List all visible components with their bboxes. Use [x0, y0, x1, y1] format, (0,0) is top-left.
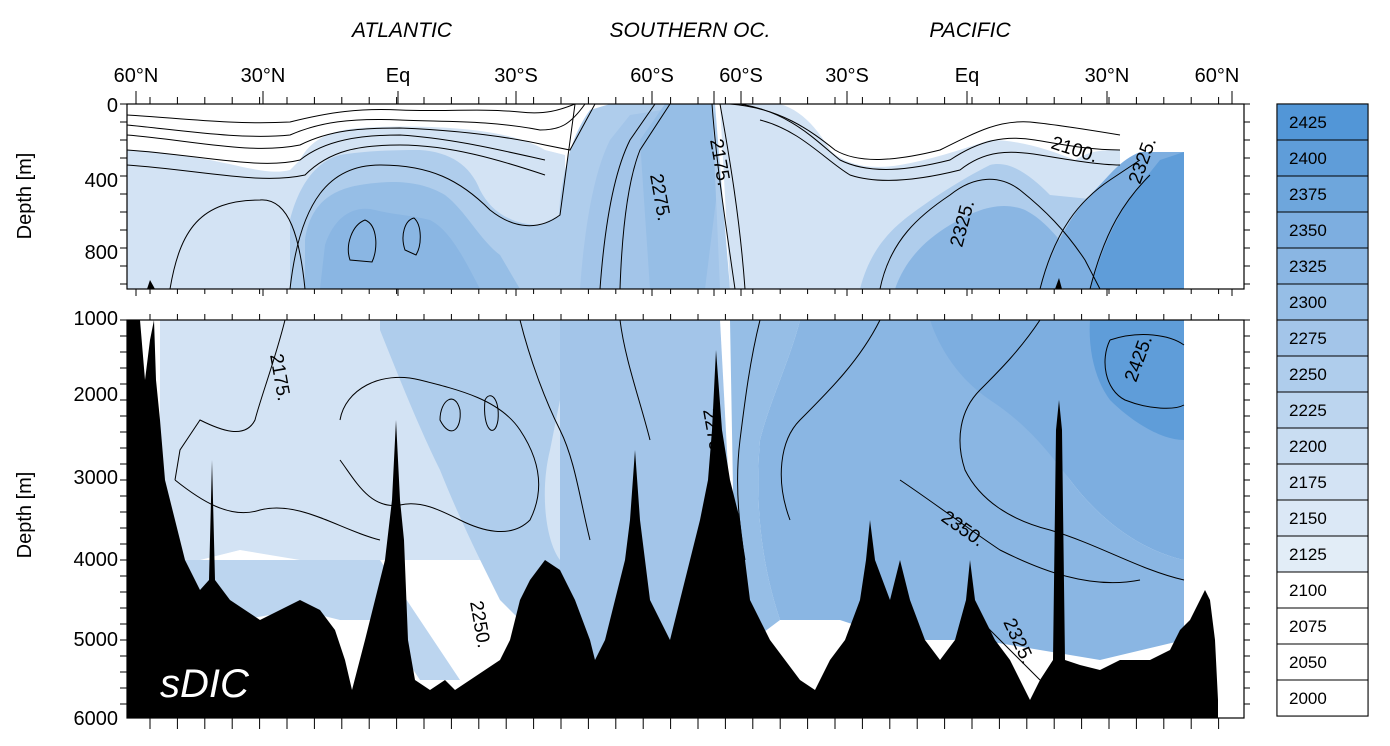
colorbar-swatch-2100: [1276, 571, 1369, 609]
basin-label-southern-ocean: SOUTHERN OC.: [609, 19, 770, 42]
colorbar-label-2000: 2000: [1289, 689, 1327, 708]
colorbar-label-2175: 2175: [1289, 473, 1327, 492]
colorbar-swatch-2275: [1276, 319, 1369, 357]
seafloor: [127, 320, 1218, 718]
y-axis-label-lower: Depth [m]: [14, 472, 36, 559]
y-tick-label: 4000: [74, 549, 119, 571]
basin-label-pacific: PACIFIC: [929, 19, 1011, 42]
y-tick-label: 1000: [74, 308, 119, 330]
colorbar-label-2250: 2250: [1289, 365, 1327, 384]
colorbar-label-2400: 2400: [1289, 149, 1327, 168]
x-tick-label: 60°S: [630, 65, 674, 87]
colorbar-swatch-2350: [1276, 211, 1369, 249]
colorbar-label-2075: 2075: [1289, 617, 1327, 636]
y-tick-label: 2000: [74, 384, 119, 406]
basin-label-atlantic: ATLANTIC: [350, 19, 453, 42]
colorbar-swatch-2175: [1276, 463, 1369, 501]
colorbar-label-2325: 2325: [1289, 257, 1327, 276]
upper-contours: [127, 104, 1151, 289]
colorbar-swatch-2325: [1276, 247, 1369, 285]
colorbar-label-2275: 2275: [1289, 329, 1327, 348]
x-tick-label: 60°S: [719, 65, 763, 87]
colorbar-swatch-2150: [1276, 499, 1369, 537]
x-tick-label: Eq: [955, 65, 979, 87]
colorbar-swatch-2125: [1276, 535, 1369, 573]
colorbar-swatch-2300: [1276, 283, 1369, 321]
field-low-2250: [380, 320, 560, 620]
x-tick-label: 60°N: [1195, 65, 1240, 87]
colorbar-swatch-2400: [1276, 139, 1369, 177]
lower-depth-panel: [127, 320, 1244, 718]
colorbar-label-2375: 2375: [1289, 185, 1327, 204]
colorbar-swatch-2200: [1276, 427, 1369, 465]
x-tick-label: 30°S: [494, 65, 538, 87]
colorbar-label-2125: 2125: [1289, 545, 1327, 564]
field-low-2300: [730, 320, 800, 650]
field-pac-2325: [895, 205, 1090, 289]
field-low-2400: [1089, 320, 1184, 440]
field-atl-2325: [320, 208, 480, 289]
field-pac-2400: [1090, 152, 1184, 289]
x-tick-label: Eq: [386, 65, 410, 87]
y-tick-label: 6000: [74, 708, 119, 730]
colorbar-label-2425: 2425: [1289, 113, 1327, 132]
field-so-2300: [640, 104, 716, 289]
colorbar-swatch-2425: [1276, 103, 1369, 141]
y-tick-label: 800: [85, 242, 118, 264]
colorbar: 2425 2400 2375 2350 2325 2300 2275 2250 2225 2200…: [1276, 103, 1369, 717]
y-tick-label: 5000: [74, 629, 119, 651]
colorbar-label-2050: 2050: [1289, 653, 1327, 672]
colorbar-label-2300: 2300: [1289, 293, 1327, 312]
colorbar-label-2350: 2350: [1289, 221, 1327, 240]
colorbar-swatch-2000: [1276, 679, 1369, 717]
y-tick-label: 400: [85, 170, 118, 192]
colorbar-label-2225: 2225: [1289, 401, 1327, 420]
y-tick-label: 3000: [74, 467, 119, 489]
colorbar-swatch-2225: [1276, 391, 1369, 429]
upper-depth-panel: [127, 104, 1244, 289]
axis-ticks: [120, 91, 1250, 729]
y-tick-labels: 0 400 800 1000 2000 3000 4000 5000 6000: [74, 95, 119, 730]
colorbar-label-2150: 2150: [1289, 509, 1327, 528]
x-tick-label: 30°S: [825, 65, 869, 87]
x-tick-label: 60°N: [114, 65, 159, 87]
y-tick-label: 0: [107, 95, 118, 117]
x-tick-label: 30°N: [241, 65, 286, 87]
x-tick-labels: 60°N 30°N Eq 30°S 60°S 60°S 30°S Eq 30°N…: [114, 65, 1240, 87]
x-tick-label: 30°N: [1085, 65, 1130, 87]
colorbar-swatch-2075: [1276, 607, 1369, 645]
colorbar-label-2200: 2200: [1289, 437, 1327, 456]
upper-seafloor: [147, 278, 1062, 289]
colorbar-swatch-2250: [1276, 355, 1369, 393]
y-axis-label-upper: Depth [m]: [14, 153, 36, 240]
colorbar-label-2100: 2100: [1289, 581, 1327, 600]
chart-title: sDIC: [160, 662, 250, 706]
